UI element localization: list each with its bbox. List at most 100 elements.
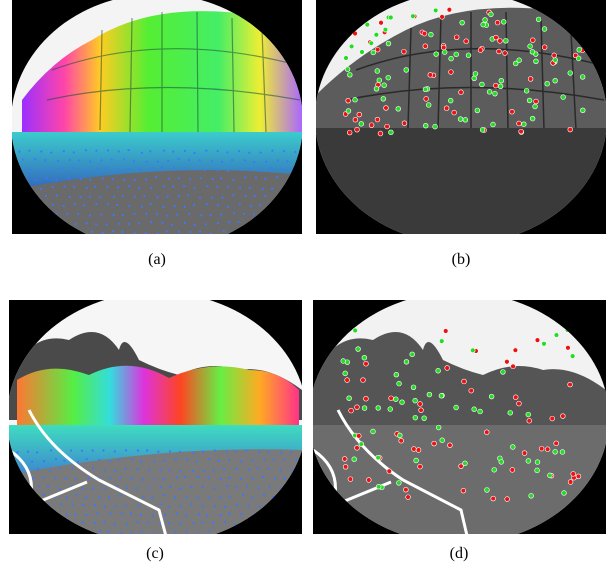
ground-point xyxy=(58,487,61,490)
ground-point xyxy=(199,230,202,233)
outlier-feature-point xyxy=(518,128,524,135)
ground-point xyxy=(239,477,242,480)
ground-point xyxy=(79,177,82,181)
outlier-feature-point xyxy=(502,50,508,56)
inlier-feature-point xyxy=(492,90,498,97)
outlier-feature-point xyxy=(443,105,450,111)
outlier-feature-point xyxy=(360,377,366,383)
outlier-feature-point xyxy=(421,30,428,37)
ground-point xyxy=(253,194,256,197)
ground-point xyxy=(225,450,228,453)
inlier-feature-point xyxy=(561,490,567,496)
ground-point xyxy=(130,477,133,480)
ground-point xyxy=(190,485,193,489)
ground-point xyxy=(31,460,34,463)
ground-point xyxy=(159,468,162,472)
ground-point xyxy=(210,160,214,163)
ground-point xyxy=(61,167,64,170)
ground-point xyxy=(94,185,97,188)
ground-point xyxy=(155,176,158,179)
ground-point xyxy=(88,195,91,198)
ground-point xyxy=(88,214,92,217)
ground-point xyxy=(76,460,80,464)
inlier-feature-point xyxy=(442,49,448,55)
ground-point xyxy=(201,485,204,489)
ground-point xyxy=(162,185,165,188)
caption-a: (a) xyxy=(148,251,166,268)
ground-point xyxy=(199,196,202,199)
ground-point xyxy=(117,186,120,189)
inlier-feature-point xyxy=(532,103,538,110)
ground-point xyxy=(74,513,77,516)
ground-point xyxy=(205,203,208,206)
caption-b: (b) xyxy=(451,251,471,268)
ground-point xyxy=(225,484,228,488)
ground-point xyxy=(66,212,69,216)
ground-point xyxy=(44,194,47,198)
ground-point xyxy=(220,177,223,180)
ground-point xyxy=(130,531,133,534)
ground-point xyxy=(286,160,289,163)
inlier-feature-point xyxy=(507,410,513,416)
ground-point xyxy=(121,230,124,234)
inlier-feature-point xyxy=(399,399,405,405)
inlier-feature-point xyxy=(462,117,469,123)
ground-point xyxy=(198,159,201,162)
ground-point xyxy=(192,521,196,524)
ground-point xyxy=(257,486,260,490)
ground-point xyxy=(93,521,96,524)
inlier-feature-point xyxy=(412,397,418,404)
ground-point xyxy=(233,212,236,215)
ground-point xyxy=(207,457,211,461)
ground-point xyxy=(248,186,251,189)
fisheye-image-c xyxy=(9,300,302,534)
outlier-feature-point xyxy=(388,395,394,401)
ground-point xyxy=(168,469,171,472)
inlier-feature-point xyxy=(393,396,399,402)
ground-point xyxy=(144,178,148,181)
ground-point xyxy=(248,151,251,154)
ground-point xyxy=(189,230,192,234)
inlier-feature-point xyxy=(529,115,536,122)
outlier-feature-point xyxy=(560,413,566,419)
ground-point xyxy=(212,521,215,524)
ground-point xyxy=(85,458,88,461)
ground-point xyxy=(28,149,31,152)
outlier-feature-point xyxy=(423,96,429,102)
ground-point xyxy=(185,530,188,533)
inlier-feature-point xyxy=(552,57,558,63)
inlier-feature-point xyxy=(361,355,368,361)
ground-point xyxy=(103,520,106,524)
ground-point xyxy=(108,460,112,463)
ground-point xyxy=(228,221,231,224)
ground-point xyxy=(174,531,177,534)
outlier-feature-point xyxy=(484,429,490,435)
outlier-feature-point xyxy=(504,496,510,502)
ground-point xyxy=(125,523,128,526)
inlier-feature-point xyxy=(535,16,542,23)
inlier-feature-point xyxy=(397,432,403,439)
ground-point xyxy=(68,195,71,198)
ground-point xyxy=(228,458,231,462)
inlier-feature-point xyxy=(343,55,349,61)
ground-point xyxy=(144,232,147,234)
outlier-feature-point xyxy=(444,365,450,371)
ground-point xyxy=(81,521,84,524)
ground-point xyxy=(207,476,210,479)
inlier-feature-point xyxy=(503,38,509,44)
inlier-feature-point xyxy=(575,55,582,62)
ground-point xyxy=(206,184,209,188)
ground-point xyxy=(16,451,19,454)
ground-point xyxy=(159,502,162,506)
ground-point xyxy=(213,487,216,490)
ground-point xyxy=(183,167,186,170)
ground-point xyxy=(264,194,267,198)
outlier-feature-point xyxy=(460,487,467,494)
outlier-feature-point xyxy=(510,363,516,370)
ground-point xyxy=(120,512,123,515)
ground-point xyxy=(145,160,148,164)
outlier-feature-point xyxy=(363,361,369,367)
inlier-feature-point xyxy=(361,405,368,411)
outlier-feature-point xyxy=(451,109,457,116)
ground-point xyxy=(124,504,127,507)
